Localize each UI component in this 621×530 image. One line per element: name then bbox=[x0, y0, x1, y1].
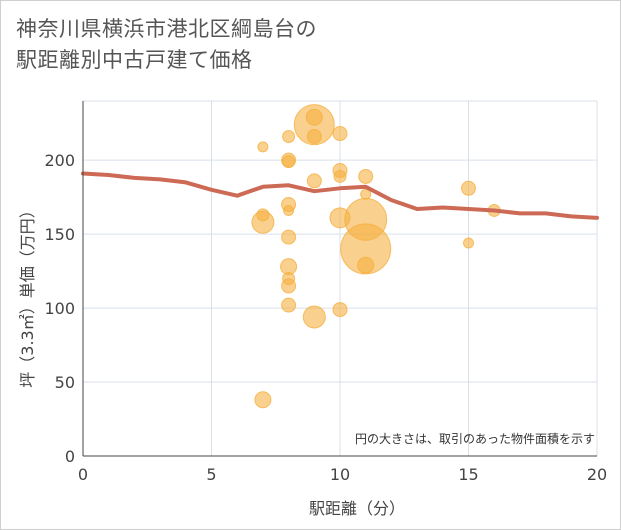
bubble-point bbox=[332, 126, 348, 142]
bubble-point bbox=[282, 272, 296, 285]
bubble-point bbox=[463, 237, 474, 249]
x-axis-label: 駅距離（分） bbox=[309, 499, 405, 518]
bubble-point bbox=[281, 229, 297, 245]
bubble-point bbox=[332, 302, 348, 318]
x-tick-label: 10 bbox=[330, 465, 350, 484]
bubble-point bbox=[305, 108, 323, 126]
y-axis-label: 坪（3.3㎡）単価（万円） bbox=[18, 202, 37, 387]
x-tick-label: 15 bbox=[458, 465, 478, 484]
bubble-point bbox=[306, 129, 322, 144]
bubble-point bbox=[461, 180, 476, 196]
bubble-point bbox=[281, 297, 297, 313]
bubble-point bbox=[256, 208, 270, 222]
bubble-series bbox=[251, 104, 501, 409]
bubble-point bbox=[282, 155, 296, 169]
x-tick-label: 0 bbox=[78, 465, 88, 484]
grid bbox=[83, 100, 598, 456]
bubble-point bbox=[283, 204, 295, 216]
bubble-point bbox=[254, 391, 272, 409]
y-tick-label: 0 bbox=[65, 447, 75, 466]
bubble-point bbox=[257, 141, 269, 153]
bubble-point bbox=[358, 168, 374, 184]
bubble-point bbox=[333, 169, 347, 183]
bubble-point bbox=[302, 305, 326, 329]
average-line-series bbox=[81, 171, 599, 220]
y-tick-label: 50 bbox=[55, 373, 75, 392]
bubble-point bbox=[329, 207, 351, 229]
y-tick-label: 100 bbox=[44, 299, 75, 318]
y-tick-label: 150 bbox=[44, 225, 75, 244]
size-annotation: 円の大きさは、取引のあった物件面積を示す bbox=[355, 431, 595, 446]
bubble-point bbox=[306, 173, 322, 189]
bubble-point bbox=[357, 256, 375, 274]
x-tick-label: 20 bbox=[587, 465, 607, 484]
bubble-point bbox=[282, 130, 296, 143]
chart-title-line1: 神奈川県横浜市港北区綱島台の bbox=[16, 17, 317, 41]
bubble-point bbox=[360, 188, 372, 200]
bubble-point bbox=[344, 197, 388, 241]
y-tick-label: 200 bbox=[44, 151, 75, 170]
x-tick-label: 5 bbox=[206, 465, 216, 484]
chart-title-line2: 駅距離別中古戸建て価格 bbox=[16, 48, 253, 72]
chart-title: 神奈川県横浜市港北区綱島台の 駅距離別中古戸建て価格 bbox=[16, 14, 317, 76]
average-price-line bbox=[81, 171, 599, 220]
